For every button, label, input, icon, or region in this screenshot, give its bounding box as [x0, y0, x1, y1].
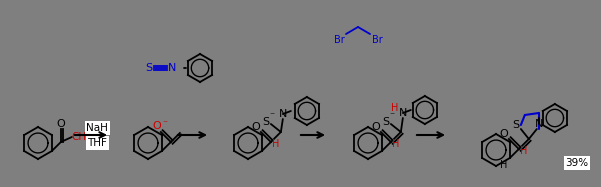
Text: CH₃: CH₃ — [72, 132, 91, 142]
Text: O: O — [371, 122, 380, 132]
Text: O: O — [153, 121, 161, 131]
Text: S: S — [512, 120, 519, 130]
Text: ⁻: ⁻ — [389, 111, 394, 121]
Text: N: N — [168, 63, 176, 73]
Text: H: H — [520, 146, 528, 156]
Text: H: H — [392, 139, 400, 149]
Text: S: S — [262, 117, 269, 127]
Text: THF: THF — [87, 138, 107, 148]
Text: N: N — [398, 108, 407, 118]
Text: H: H — [391, 103, 398, 113]
Text: O: O — [56, 119, 66, 129]
Text: H: H — [272, 139, 279, 149]
Text: ⁻: ⁻ — [162, 119, 168, 129]
Text: N: N — [279, 109, 287, 119]
Text: N: N — [535, 119, 543, 129]
Text: O: O — [499, 129, 508, 139]
Text: NaH: NaH — [86, 123, 108, 133]
Text: ⁻: ⁻ — [269, 111, 275, 121]
Text: S: S — [382, 117, 389, 127]
Text: Br: Br — [334, 35, 344, 45]
Text: Br: Br — [371, 35, 382, 45]
Text: S: S — [145, 63, 153, 73]
Text: O: O — [251, 122, 260, 132]
Text: 39%: 39% — [566, 158, 588, 168]
Text: H: H — [500, 160, 508, 170]
